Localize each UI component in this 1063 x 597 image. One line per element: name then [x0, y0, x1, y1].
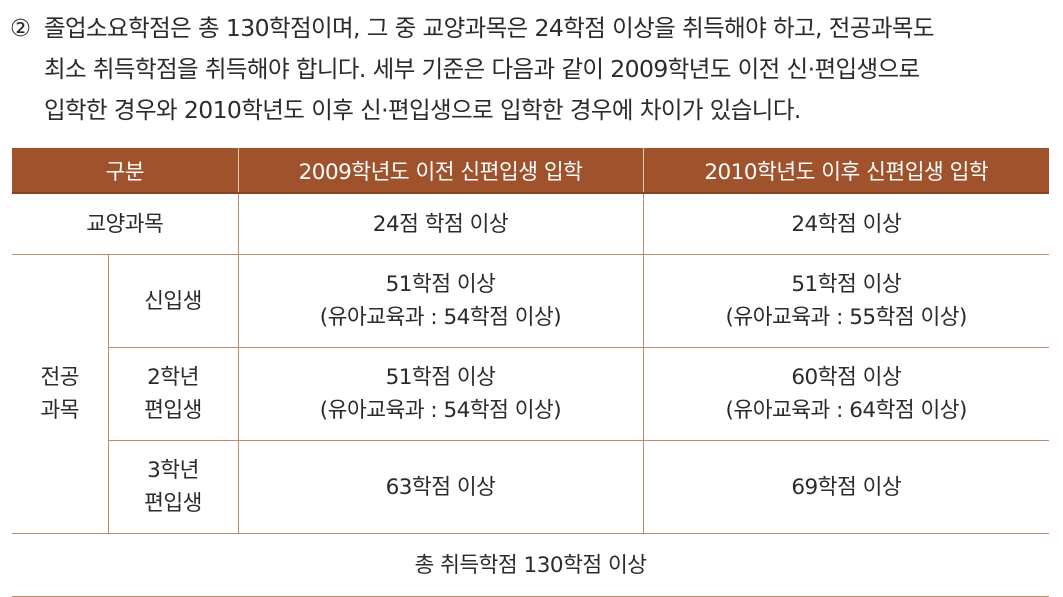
transfer3-before-2009: 63학점 이상 — [237, 440, 644, 534]
graduation-credits-table: 구분 2009학년도 이전 신편입생 입학 2010학년도 이후 신편입생 입학… — [12, 148, 1049, 597]
transfer3-label-line-1: 3학년 — [147, 458, 199, 483]
transfer2-label-line-1: 2학년 — [147, 365, 199, 390]
paragraph-line-3: 입학한 경우와 2010학년도 이후 신·편입생으로 입학한 경우에 차이가 있… — [44, 96, 801, 124]
item-number-marker: ② — [10, 14, 31, 42]
transfer3-after-2010: 69학점 이상 — [642, 440, 1049, 534]
freshman-after-line-2: (유아교육과 : 55학점 이상) — [725, 305, 968, 330]
transfer2-after-line-1: 60학점 이상 — [791, 365, 902, 390]
transfer2-before-2009: 51학점 이상 (유아교육과 : 54학점 이상) — [237, 347, 644, 441]
table-row-major-2nd-year-transfer: 2학년 편입생 51학점 이상 (유아교육과 : 54학점 이상) 60학점 이… — [12, 347, 1049, 441]
paragraph-line-1: ② 졸업소요학점은 총 130학점이며, 그 중 교양과목은 24학점 이상을 취… — [10, 8, 1060, 49]
paragraph-text-1: 졸업소요학점은 총 130학점이며, 그 중 교양과목은 24학점 이상을 취득… — [44, 14, 935, 42]
intro-paragraph: ② 졸업소요학점은 총 130학점이며, 그 중 교양과목은 24학점 이상을 취… — [10, 8, 1060, 131]
table-row-major-freshman: 전공 과목 신입생 51학점 이상 (유아교육과 : 54학점 이상) 51학점… — [12, 254, 1049, 534]
transfer3-before-line-1: 63학점 이상 — [385, 474, 496, 500]
freshman-after-line-1: 51학점 이상 — [791, 272, 902, 297]
paragraph-line-2: 최소 취득학점을 취득해야 합니다. 세부 기준은 다음과 같이 2009학년도… — [44, 55, 920, 83]
freshman-label-text: 신입생 — [144, 288, 202, 314]
major-label-line-2: 과목 — [40, 398, 80, 423]
total-credits: 총 취득학점 130학점 이상 — [12, 533, 1049, 597]
header-before-2009: 2009학년도 이전 신편입생 입학 — [237, 148, 644, 194]
transfer2-label: 2학년 편입생 — [108, 347, 239, 441]
general-before-2009: 24점 학점 이상 — [237, 192, 644, 255]
table-row-major-3rd-year-transfer: 3학년 편입생 63학점 이상 69학점 이상 — [12, 440, 1049, 534]
table-header-row: 구분 2009학년도 이전 신편입생 입학 2010학년도 이후 신편입생 입학 — [12, 148, 1049, 194]
major-label: 전공 과목 — [12, 254, 109, 534]
transfer2-before-line-2: (유아교육과 : 54학점 이상) — [319, 398, 562, 423]
transfer2-label-line-2: 편입생 — [144, 398, 202, 423]
header-category: 구분 — [12, 148, 239, 194]
table-row-general: 교양과목 24점 학점 이상 24학점 이상 — [12, 192, 1049, 255]
transfer3-after-line-1: 69학점 이상 — [791, 474, 902, 500]
major-label-line-1: 전공 — [40, 365, 80, 390]
freshman-after-2010: 51학점 이상 (유아교육과 : 55학점 이상) — [642, 254, 1049, 348]
table-row-total: 총 취득학점 130학점 이상 — [12, 533, 1049, 597]
general-after-2010: 24학점 이상 — [642, 192, 1049, 255]
transfer2-before-line-1: 51학점 이상 — [385, 365, 496, 390]
transfer2-after-2010: 60학점 이상 (유아교육과 : 64학점 이상) — [642, 347, 1049, 441]
transfer3-label: 3학년 편입생 — [108, 440, 239, 534]
freshman-before-line-2: (유아교육과 : 54학점 이상) — [319, 305, 562, 330]
transfer2-after-line-2: (유아교육과 : 64학점 이상) — [725, 398, 968, 423]
freshman-label: 신입생 — [107, 254, 239, 348]
freshman-before-line-1: 51학점 이상 — [385, 272, 496, 297]
general-label: 교양과목 — [12, 192, 239, 255]
header-after-2010: 2010학년도 이후 신편입생 입학 — [642, 148, 1049, 194]
transfer3-label-line-2: 편입생 — [144, 491, 202, 516]
freshman-before-2009: 51학점 이상 (유아교육과 : 54학점 이상) — [237, 254, 644, 348]
